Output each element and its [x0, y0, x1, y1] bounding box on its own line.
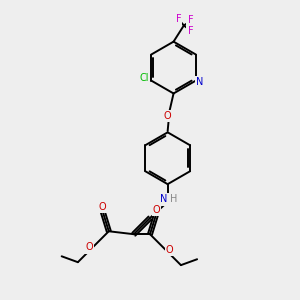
- Text: N: N: [196, 77, 203, 87]
- Text: Cl: Cl: [140, 73, 149, 83]
- Text: O: O: [85, 242, 93, 253]
- Text: H: H: [170, 194, 178, 205]
- Text: O: O: [153, 205, 160, 215]
- Text: O: O: [166, 245, 173, 255]
- Text: F: F: [188, 26, 193, 36]
- Text: O: O: [98, 202, 106, 212]
- Text: F: F: [176, 14, 182, 24]
- Text: N: N: [160, 194, 168, 205]
- Text: O: O: [164, 111, 172, 121]
- Text: F: F: [188, 15, 193, 25]
